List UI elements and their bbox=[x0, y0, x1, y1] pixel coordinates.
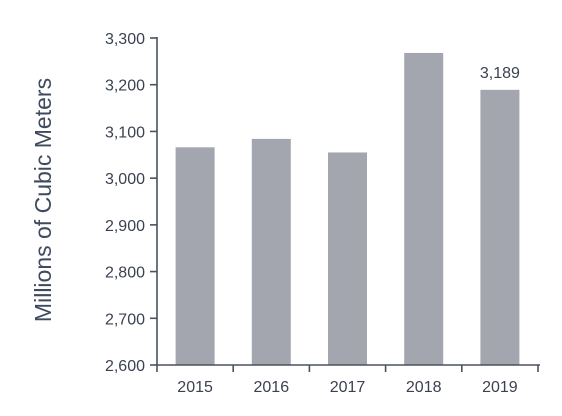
x-tick-label: 2019 bbox=[482, 379, 518, 396]
y-axis-title: Millions of Cubic Meters bbox=[30, 78, 56, 322]
y-tick-label: 3,100 bbox=[105, 124, 145, 141]
data-label-2019: 3,189 bbox=[480, 65, 520, 82]
y-tick-label: 3,300 bbox=[105, 31, 145, 48]
y-tick-label: 2,700 bbox=[105, 311, 145, 328]
x-tick-label: 2017 bbox=[330, 379, 366, 396]
x-axis-ticks: 2015 2016 2017 2018 2019 bbox=[156, 365, 539, 396]
x-tick-label: 2016 bbox=[254, 379, 290, 396]
y-tick-label: 2,900 bbox=[105, 218, 145, 235]
bar-2017 bbox=[328, 152, 367, 365]
x-tick-label: 2015 bbox=[177, 379, 213, 396]
bar-2016 bbox=[251, 138, 291, 365]
x-tick-label: 2018 bbox=[406, 379, 442, 396]
bar-2015 bbox=[175, 147, 215, 365]
y-tick-label: 2,800 bbox=[105, 265, 145, 282]
y-tick-label: 2,600 bbox=[105, 358, 145, 375]
bar-2019 bbox=[480, 89, 520, 366]
y-axis-ticks: 2,600 2,700 2,800 2,900 3,000 3,100 3,200 3,300 bbox=[105, 31, 157, 375]
bar-2018 bbox=[404, 52, 444, 365]
bars bbox=[175, 52, 520, 366]
y-tick-label: 3,200 bbox=[105, 78, 145, 95]
data-labels: 3,189 bbox=[480, 65, 520, 82]
y-tick-label: 3,000 bbox=[105, 171, 145, 188]
